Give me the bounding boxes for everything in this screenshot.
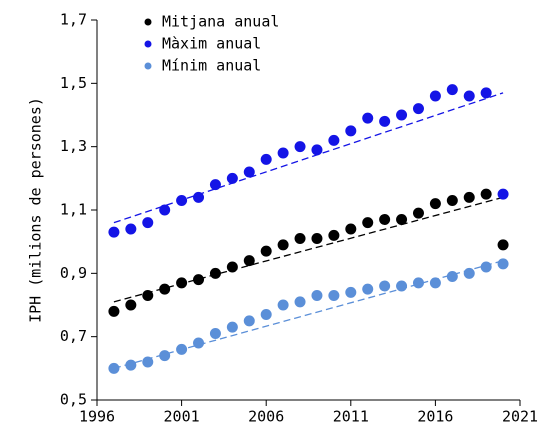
data-point: [226, 261, 238, 273]
data-point: [294, 296, 306, 308]
legend-marker: [144, 40, 152, 48]
data-point: [226, 321, 238, 333]
data-point: [345, 125, 357, 137]
data-point: [497, 258, 509, 270]
data-point: [125, 299, 137, 311]
data-point: [108, 226, 120, 238]
data-point: [396, 280, 408, 292]
data-point: [328, 290, 340, 301]
data-point: [108, 305, 120, 317]
data-point: [412, 207, 424, 219]
data-point: [108, 362, 120, 374]
data-point: [379, 280, 391, 292]
data-point: [362, 283, 374, 295]
data-point: [345, 223, 357, 235]
data-point: [176, 277, 188, 289]
data-point: [446, 84, 458, 96]
data-point: [226, 172, 238, 184]
legend-label: Màxim anual: [162, 35, 261, 53]
data-point: [159, 350, 171, 362]
data-point: [159, 283, 171, 295]
data-point: [260, 153, 272, 165]
data-point: [260, 245, 272, 257]
data-point: [429, 90, 441, 102]
data-point: [311, 290, 323, 301]
data-point: [125, 223, 137, 235]
data-point: [176, 195, 188, 206]
x-tick-label: 2016: [417, 408, 453, 426]
data-point: [362, 112, 374, 124]
data-point: [497, 188, 509, 200]
data-point: [193, 274, 205, 286]
data-point: [463, 267, 475, 279]
data-point: [446, 195, 458, 206]
data-point: [294, 233, 306, 244]
legend-label: Mitjana anual: [162, 13, 279, 31]
legend-marker: [144, 62, 152, 70]
trend-line: [113, 92, 504, 224]
data-point: [311, 233, 323, 244]
y-tick-label: 0,9: [60, 264, 87, 282]
data-point: [277, 239, 289, 251]
y-tick-label: 1,5: [60, 74, 87, 92]
y-tick-label: 1,7: [60, 11, 87, 29]
data-point: [379, 115, 391, 127]
data-point: [480, 188, 492, 200]
data-point: [429, 198, 441, 210]
data-point: [193, 191, 205, 203]
data-point: [209, 328, 221, 339]
data-point: [328, 229, 340, 241]
data-point: [379, 214, 391, 225]
data-point: [294, 141, 306, 153]
data-point: [412, 103, 424, 115]
x-tick-label: 2011: [333, 408, 369, 426]
data-point: [243, 315, 255, 327]
data-point: [142, 356, 154, 368]
data-point: [480, 261, 492, 273]
data-point: [412, 277, 424, 289]
y-tick-label: 1,3: [60, 137, 87, 155]
data-point: [311, 144, 323, 156]
data-point: [396, 109, 408, 121]
x-tick-label: 2006: [248, 408, 284, 426]
data-point: [429, 277, 441, 289]
data-point: [345, 286, 357, 298]
data-point: [176, 343, 188, 355]
data-point: [243, 255, 255, 267]
legend-marker: [144, 18, 152, 26]
data-point: [396, 214, 408, 225]
x-tick-label: 1996: [79, 408, 115, 426]
data-point: [362, 217, 374, 229]
y-axis-label: IPH (milions de persones): [27, 97, 45, 323]
data-point: [260, 309, 272, 320]
x-tick-label: 2021: [502, 408, 538, 426]
data-point: [446, 271, 458, 282]
x-tick-label: 2001: [164, 408, 200, 426]
data-point: [328, 134, 340, 146]
trend-line: [113, 260, 504, 369]
data-point: [209, 179, 221, 191]
data-point: [277, 299, 289, 311]
data-point: [463, 191, 475, 203]
trend-line: [113, 196, 504, 303]
data-point: [497, 239, 509, 251]
y-tick-label: 1,1: [60, 201, 87, 219]
data-point: [480, 87, 492, 99]
data-point: [159, 204, 171, 216]
data-point: [125, 359, 137, 371]
data-point: [463, 90, 475, 102]
data-point: [142, 217, 154, 229]
data-point: [209, 267, 221, 279]
data-point: [277, 147, 289, 159]
y-tick-label: 0,7: [60, 327, 87, 345]
data-point: [142, 290, 154, 301]
legend-label: Mínim anual: [162, 57, 261, 75]
y-tick-label: 0,5: [60, 391, 87, 409]
data-point: [193, 337, 205, 349]
data-point: [243, 166, 255, 178]
